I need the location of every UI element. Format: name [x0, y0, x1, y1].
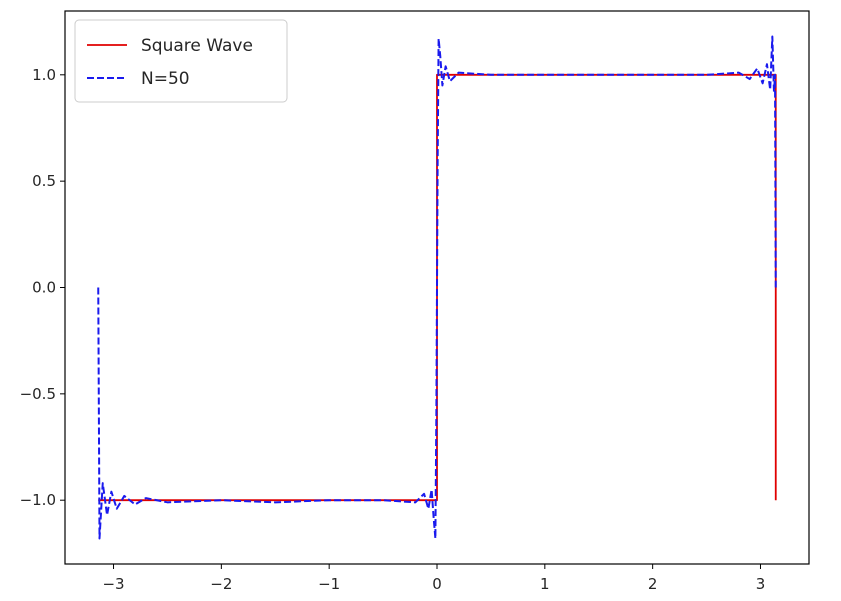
y-tick-label: −1.0: [20, 491, 56, 509]
legend: Square Wave N=50: [74, 19, 288, 103]
x-tick-label: 0: [432, 575, 442, 593]
x-tick-label: 2: [648, 575, 658, 593]
legend-box: [74, 19, 288, 103]
x-tick-label: −1: [318, 575, 340, 593]
axis-ticks: −3 −2 −1 0 1 2 3 −1.0 −0.5 0.0 0.5 1.0: [20, 66, 766, 593]
y-tick-label: 1.0: [32, 66, 56, 84]
x-tick-label: 1: [540, 575, 550, 593]
legend-label: N=50: [141, 69, 190, 89]
y-tick-label: 0.0: [32, 279, 56, 297]
legend-label: Square Wave: [141, 36, 253, 56]
x-tick-label: −2: [210, 575, 232, 593]
y-tick-label: 0.5: [32, 172, 56, 190]
x-tick-label: −3: [102, 575, 124, 593]
series-line-1: [97, 35, 777, 540]
x-tick-label: 3: [756, 575, 766, 593]
y-tick-label: −0.5: [20, 385, 56, 403]
series-layer: [97, 35, 777, 540]
